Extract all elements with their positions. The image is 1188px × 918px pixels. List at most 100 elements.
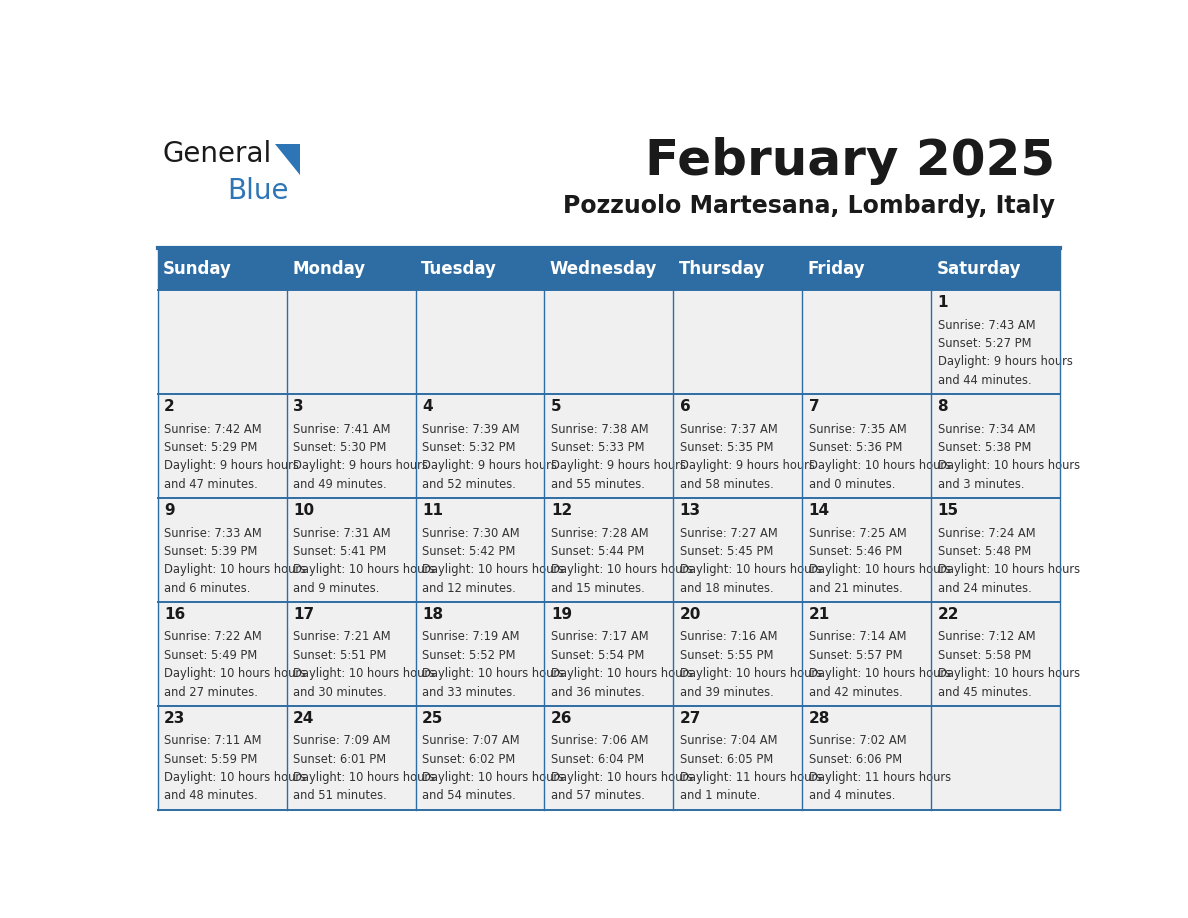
Text: Blue: Blue bbox=[227, 177, 289, 206]
Text: Sunset: 5:30 PM: Sunset: 5:30 PM bbox=[293, 441, 386, 454]
Text: 22: 22 bbox=[937, 607, 959, 622]
Bar bbox=[416, 706, 544, 810]
Bar bbox=[158, 706, 286, 810]
Bar bbox=[931, 602, 1060, 706]
Text: and 42 minutes.: and 42 minutes. bbox=[809, 686, 903, 699]
Text: and 15 minutes.: and 15 minutes. bbox=[551, 582, 645, 595]
Bar bbox=[802, 290, 931, 395]
Text: Sunset: 5:59 PM: Sunset: 5:59 PM bbox=[164, 753, 258, 766]
Text: Sunrise: 7:12 AM: Sunrise: 7:12 AM bbox=[937, 631, 1035, 644]
Text: Sunrise: 7:41 AM: Sunrise: 7:41 AM bbox=[293, 422, 391, 436]
Text: Sunrise: 7:24 AM: Sunrise: 7:24 AM bbox=[937, 527, 1035, 540]
Text: Sunday: Sunday bbox=[163, 260, 232, 278]
Text: Sunrise: 7:07 AM: Sunrise: 7:07 AM bbox=[422, 734, 519, 747]
Text: and 58 minutes.: and 58 minutes. bbox=[680, 477, 773, 491]
Bar bbox=[674, 290, 802, 395]
Text: Sunrise: 7:28 AM: Sunrise: 7:28 AM bbox=[551, 527, 649, 540]
Text: Sunset: 5:51 PM: Sunset: 5:51 PM bbox=[293, 649, 386, 662]
Text: Daylight: 10 hours hours: Daylight: 10 hours hours bbox=[293, 667, 435, 680]
Text: and 39 minutes.: and 39 minutes. bbox=[680, 686, 773, 699]
Text: and 27 minutes.: and 27 minutes. bbox=[164, 686, 258, 699]
Text: Daylight: 10 hours hours: Daylight: 10 hours hours bbox=[164, 667, 307, 680]
Text: 3: 3 bbox=[293, 399, 304, 414]
Bar bbox=[544, 602, 674, 706]
Text: Daylight: 10 hours hours: Daylight: 10 hours hours bbox=[809, 459, 950, 473]
Text: and 30 minutes.: and 30 minutes. bbox=[293, 686, 387, 699]
Text: Sunrise: 7:42 AM: Sunrise: 7:42 AM bbox=[164, 422, 261, 436]
Text: Sunset: 5:33 PM: Sunset: 5:33 PM bbox=[551, 441, 644, 454]
Text: Sunrise: 7:34 AM: Sunrise: 7:34 AM bbox=[937, 422, 1035, 436]
Text: 20: 20 bbox=[680, 607, 701, 622]
Text: 13: 13 bbox=[680, 503, 701, 518]
Text: Wednesday: Wednesday bbox=[550, 260, 657, 278]
Text: 27: 27 bbox=[680, 711, 701, 726]
Text: Sunrise: 7:30 AM: Sunrise: 7:30 AM bbox=[422, 527, 519, 540]
Text: Sunrise: 7:22 AM: Sunrise: 7:22 AM bbox=[164, 631, 261, 644]
Text: Sunset: 5:45 PM: Sunset: 5:45 PM bbox=[680, 545, 773, 558]
Text: Daylight: 10 hours hours: Daylight: 10 hours hours bbox=[293, 564, 435, 577]
Text: 17: 17 bbox=[293, 607, 314, 622]
Text: Sunrise: 7:37 AM: Sunrise: 7:37 AM bbox=[680, 422, 777, 436]
Text: Daylight: 10 hours hours: Daylight: 10 hours hours bbox=[937, 564, 1080, 577]
Text: Sunset: 5:42 PM: Sunset: 5:42 PM bbox=[422, 545, 516, 558]
Text: and 4 minutes.: and 4 minutes. bbox=[809, 789, 895, 802]
Text: 19: 19 bbox=[551, 607, 571, 622]
Bar bbox=[544, 395, 674, 498]
Text: 26: 26 bbox=[551, 711, 573, 726]
Text: Daylight: 10 hours hours: Daylight: 10 hours hours bbox=[164, 771, 307, 784]
Text: and 6 minutes.: and 6 minutes. bbox=[164, 582, 251, 595]
Bar bbox=[544, 498, 674, 602]
Text: Daylight: 10 hours hours: Daylight: 10 hours hours bbox=[809, 564, 950, 577]
Text: and 52 minutes.: and 52 minutes. bbox=[422, 477, 516, 491]
Text: Sunrise: 7:16 AM: Sunrise: 7:16 AM bbox=[680, 631, 777, 644]
Text: and 0 minutes.: and 0 minutes. bbox=[809, 477, 895, 491]
Text: 1: 1 bbox=[937, 296, 948, 310]
Text: 6: 6 bbox=[680, 399, 690, 414]
Text: Sunrise: 7:31 AM: Sunrise: 7:31 AM bbox=[293, 527, 391, 540]
Bar bbox=[416, 290, 544, 395]
Text: 23: 23 bbox=[164, 711, 185, 726]
Text: Daylight: 10 hours hours: Daylight: 10 hours hours bbox=[422, 771, 564, 784]
Text: and 1 minute.: and 1 minute. bbox=[680, 789, 760, 802]
Text: Sunset: 5:55 PM: Sunset: 5:55 PM bbox=[680, 649, 773, 662]
Text: and 57 minutes.: and 57 minutes. bbox=[551, 789, 645, 802]
Text: 10: 10 bbox=[293, 503, 314, 518]
Text: Daylight: 10 hours hours: Daylight: 10 hours hours bbox=[551, 667, 693, 680]
Bar bbox=[674, 706, 802, 810]
Text: 2: 2 bbox=[164, 399, 175, 414]
Text: and 21 minutes.: and 21 minutes. bbox=[809, 582, 903, 595]
Text: Sunset: 5:48 PM: Sunset: 5:48 PM bbox=[937, 545, 1031, 558]
Text: Sunset: 5:54 PM: Sunset: 5:54 PM bbox=[551, 649, 644, 662]
Text: Daylight: 9 hours hours: Daylight: 9 hours hours bbox=[422, 459, 557, 473]
Text: Sunset: 5:35 PM: Sunset: 5:35 PM bbox=[680, 441, 773, 454]
Text: Sunset: 5:38 PM: Sunset: 5:38 PM bbox=[937, 441, 1031, 454]
Text: Sunset: 5:52 PM: Sunset: 5:52 PM bbox=[422, 649, 516, 662]
Text: Daylight: 10 hours hours: Daylight: 10 hours hours bbox=[680, 564, 822, 577]
Text: Daylight: 9 hours hours: Daylight: 9 hours hours bbox=[164, 459, 299, 473]
Text: Daylight: 9 hours hours: Daylight: 9 hours hours bbox=[680, 459, 815, 473]
Text: Daylight: 9 hours hours: Daylight: 9 hours hours bbox=[551, 459, 685, 473]
Text: Daylight: 10 hours hours: Daylight: 10 hours hours bbox=[164, 564, 307, 577]
Text: 25: 25 bbox=[422, 711, 443, 726]
Text: 12: 12 bbox=[551, 503, 573, 518]
Text: and 48 minutes.: and 48 minutes. bbox=[164, 789, 258, 802]
Bar bbox=[286, 395, 416, 498]
Text: Sunset: 5:39 PM: Sunset: 5:39 PM bbox=[164, 545, 258, 558]
Text: 28: 28 bbox=[809, 711, 830, 726]
Text: Daylight: 10 hours hours: Daylight: 10 hours hours bbox=[937, 459, 1080, 473]
Text: Daylight: 9 hours hours: Daylight: 9 hours hours bbox=[293, 459, 428, 473]
Text: 16: 16 bbox=[164, 607, 185, 622]
Text: Sunset: 5:32 PM: Sunset: 5:32 PM bbox=[422, 441, 516, 454]
Text: Friday: Friday bbox=[808, 260, 865, 278]
Text: and 45 minutes.: and 45 minutes. bbox=[937, 686, 1031, 699]
Bar bbox=[286, 602, 416, 706]
Text: Sunset: 5:36 PM: Sunset: 5:36 PM bbox=[809, 441, 902, 454]
Text: Saturday: Saturday bbox=[936, 260, 1022, 278]
Text: Thursday: Thursday bbox=[678, 260, 765, 278]
Text: 14: 14 bbox=[809, 503, 829, 518]
Text: and 47 minutes.: and 47 minutes. bbox=[164, 477, 258, 491]
Text: and 44 minutes.: and 44 minutes. bbox=[937, 374, 1031, 386]
Text: Pozzuolo Martesana, Lombardy, Italy: Pozzuolo Martesana, Lombardy, Italy bbox=[563, 194, 1055, 218]
Text: Sunrise: 7:33 AM: Sunrise: 7:33 AM bbox=[164, 527, 261, 540]
Text: and 33 minutes.: and 33 minutes. bbox=[422, 686, 516, 699]
